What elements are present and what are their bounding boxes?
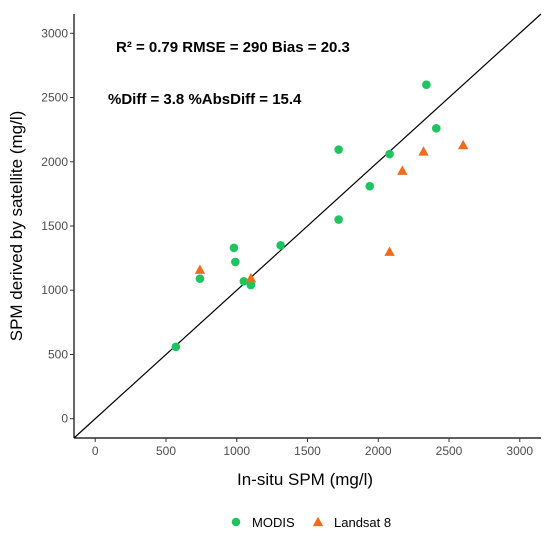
axes: 0 500 1000 1500 2000 2500 3000 0 500 1000 1500 2000… (41, 14, 541, 458)
x-axis-title: In-situ SPM (mg/l) (237, 470, 373, 489)
y-tick-label: 2000 (41, 155, 68, 169)
modis-point (276, 240, 285, 250)
stats-line-1: R² = 0.79 RMSE = 290 Bias = 20.3 (116, 39, 350, 56)
y-tick-label: 500 (48, 347, 68, 361)
landsat-8-point (194, 264, 206, 274)
modis-point (334, 145, 343, 154)
modis-point (365, 181, 375, 191)
modis-point (422, 80, 431, 89)
legend: MODIS Landsat 8 (231, 515, 391, 530)
y-axis-title: SPM derived by satellite (mg/l) (7, 111, 26, 342)
landsat-8-point (457, 139, 469, 150)
data-points (171, 80, 469, 352)
y-tick-label: 1500 (41, 219, 68, 233)
one-to-one-line (73, 13, 542, 439)
y-tick-label: 2500 (41, 91, 68, 105)
landsat-8-point (397, 165, 408, 175)
axis-titles: In-situ SPM (mg/l) SPM derived by satell… (7, 111, 373, 489)
x-tick-label: 500 (156, 444, 176, 458)
stats-annotation: R² = 0.79 RMSE = 290 Bias = 20.3 %Diff =… (108, 39, 350, 108)
y-tick-label: 3000 (41, 26, 68, 40)
stats-line-2: %Diff = 3.8 %AbsDiff = 15.4 (108, 91, 302, 108)
modis-point (171, 342, 181, 352)
modis-point (195, 274, 205, 283)
modis-legend-label: MODIS (252, 515, 295, 530)
modis-point (334, 215, 343, 224)
modis-point (246, 280, 256, 290)
y-tick-label: 0 (61, 412, 68, 426)
landsat-8-point (384, 246, 395, 256)
landsat-8-legend-key (312, 516, 324, 527)
y-tick-label: 1000 (41, 283, 68, 297)
reference-line-group (73, 13, 542, 439)
x-tick-label: 1000 (223, 444, 250, 458)
landsat-8-point (418, 146, 429, 156)
x-tick-label: 2500 (436, 444, 463, 458)
modis-point (239, 276, 249, 286)
modis-legend-key (231, 517, 241, 527)
x-tick-label: 1500 (294, 444, 321, 458)
landsat-8-legend-label: Landsat 8 (334, 515, 391, 530)
modis-point (229, 243, 239, 253)
x-tick-label: 0 (92, 444, 99, 458)
modis-point (385, 149, 394, 159)
x-tick-label: 2000 (365, 444, 392, 458)
landsat-8-point (245, 272, 257, 283)
modis-point (431, 124, 441, 133)
modis-point (231, 257, 240, 267)
x-tick-label: 3000 (506, 444, 533, 458)
